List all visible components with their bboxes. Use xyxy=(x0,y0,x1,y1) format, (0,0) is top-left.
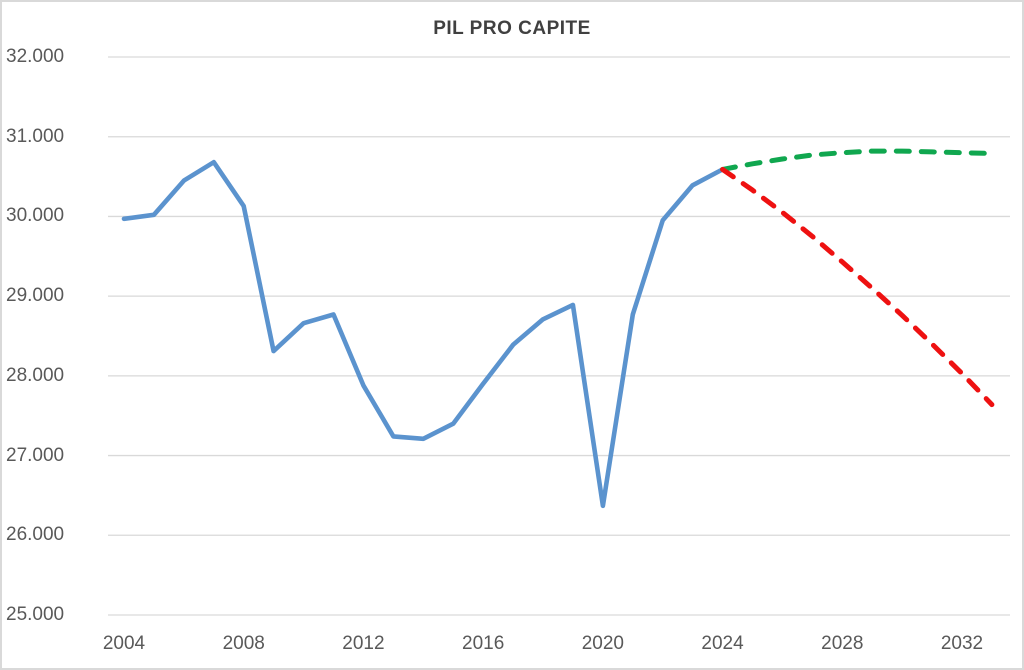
x-tick-label: 2020 xyxy=(581,633,624,654)
y-tick-label: 26.000 xyxy=(6,524,65,546)
x-tick-label: 2008 xyxy=(222,633,265,654)
x-tick-label: 2016 xyxy=(462,633,505,654)
y-tick-label: 31.000 xyxy=(6,125,65,147)
x-tick-label: 2024 xyxy=(701,633,744,654)
y-tick-label: 29.000 xyxy=(6,285,65,307)
chart-title: PIL PRO CAPITE xyxy=(433,18,591,39)
blue-solid-line xyxy=(121,159,725,509)
x-tick-label: 2004 xyxy=(102,633,146,654)
x-tick-label: 2032 xyxy=(940,633,984,654)
red-dashed-line xyxy=(720,166,995,408)
y-tick-label: 30.000 xyxy=(6,205,65,227)
y-tick-label: 27.000 xyxy=(6,444,65,466)
y-tick-label: 28.000 xyxy=(6,364,65,386)
y-tick-label: 25.000 xyxy=(6,604,65,625)
y-tick-label: 32.000 xyxy=(6,46,65,67)
green-dashed-line xyxy=(720,148,995,172)
x-tick-label: 2028 xyxy=(821,633,864,654)
x-tick-label: 2012 xyxy=(342,633,385,654)
